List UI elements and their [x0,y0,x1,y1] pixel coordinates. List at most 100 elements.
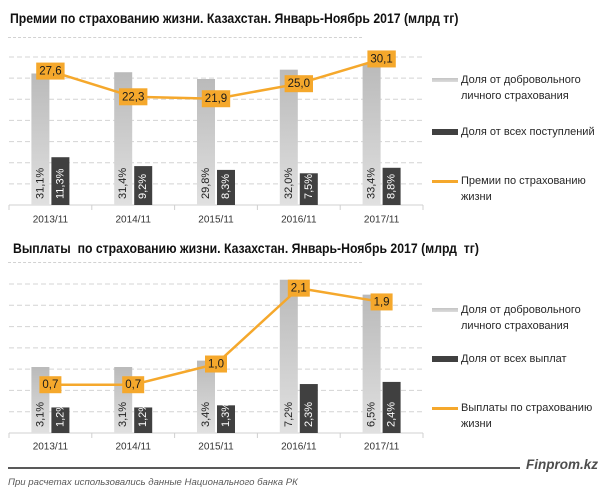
legend-swatch-light-bar [432,78,458,82]
bar-data-label: 8,3% [220,174,232,199]
line-label-text: 2,1 [291,283,307,295]
legend-label: жизни [461,418,492,430]
legend-label: Премии по страхованию [461,175,586,187]
line-label-box [122,376,145,394]
bar-voluntary-share [197,78,215,205]
legend-item-voluntary-share: Доля от добровольного личного страховани… [432,302,606,336]
line-label-text: 1,0 [208,359,224,371]
legend-label: Выплаты по страхованию [461,402,593,414]
legend-label: Доля от всех поступлений [461,126,595,138]
bar-data-label: 7,2% [283,402,295,427]
legend-swatch-dark-bar [432,356,458,362]
line-label-box [119,88,148,106]
x-tick-label: 2013/11 [33,442,69,453]
bar-voluntary-share [114,72,133,205]
bar-data-label: 32,0% [283,168,295,199]
x-tick-label: 2013/11 [33,215,69,226]
line-label-box [287,279,310,297]
bar-data-label: 3,1% [117,402,129,427]
bar-data-label: 3,4% [200,402,212,427]
bar-data-label: 1,3% [220,402,232,427]
title-divider [8,37,362,38]
bar-total-share [134,407,153,433]
line-label-box [284,75,313,93]
legend-item-payouts-line: Выплаты по страхованию жизни [432,400,606,434]
bar-data-label: 8,8% [386,174,398,199]
line-data-label: 22,3 [119,88,148,106]
bar-voluntary-share [197,360,215,433]
bar-data-label: 2,4% [386,402,398,427]
line-data-label: 0,7 [122,376,145,394]
legend-label: Доля от добровольного [461,304,581,316]
line-data-label: 1,9 [370,293,393,311]
line-label-box [201,90,231,108]
x-tick-label: 2015/11 [198,215,234,226]
bar-data-label: 1,2% [54,402,66,427]
chart-title-premiums: Премии по страхованию жизни. Казахстан. … [10,10,459,26]
bar-voluntary-share [279,279,298,433]
line-data-label: 0,7 [39,376,62,394]
legend-item-premiums-line: Премии по страхованию жизни [432,173,606,207]
line-data-label: 25,0 [284,75,313,93]
bar-data-label: 9,2% [137,174,149,199]
bar-data-label: 6,5% [366,402,378,427]
bar-data-label: 3,1% [34,402,46,427]
line-label-text: 0,7 [125,379,141,391]
line-label-text: 21,9 [205,93,227,105]
footer-divider [8,467,520,469]
bar-total-share [51,407,70,433]
line-data-label: 21,9 [201,90,231,108]
legend-swatch-line [432,406,458,410]
line-data-label: 27,6 [36,62,65,80]
x-tick-label: 2014/11 [115,442,151,453]
x-tick-label: 2016/11 [281,442,317,453]
legend-item-all-payouts-share: Доля от всех выплат [432,351,606,385]
bar-total-share [51,157,70,205]
bar-total-share [382,167,401,205]
bar-voluntary-share [362,294,381,433]
line-data-label: 1,0 [205,355,227,373]
bar-data-label: 7,5% [303,174,315,199]
legend-swatch-light-bar [432,308,458,312]
bar-voluntary-share [362,63,381,205]
legend-label: Доля от добровольного [461,74,581,86]
bar-total-share [134,166,153,205]
legend-item-all-receipts-share: Доля от всех поступлений [432,124,606,158]
bar-data-label: 2,3% [303,402,315,427]
line-label-text: 25,0 [288,78,310,90]
line-label-text: 0,7 [42,379,58,391]
bar-total-share [382,381,401,433]
legend-label: личного страхования [461,90,569,102]
bar-data-label: 11,3% [54,168,66,199]
line-label-text: 22,3 [122,91,144,103]
line-label-text: 30,1 [370,53,392,65]
payouts-chart: 3,1% 1,2% 2013/11 3,1% 1,2% 2014/11 3,4% 1,3% 20… [8,279,424,453]
bar-total-share [217,405,235,433]
bar-voluntary-share [279,69,298,205]
line-label-text: 1,9 [374,296,390,308]
bar-total-share [217,169,235,205]
source-note: При расчетах использовались данные Нацио… [8,477,298,488]
bar-voluntary-share [31,73,50,205]
line-data-label: 2,1 [287,279,310,297]
line-label-box [36,62,65,80]
legend-label: жизни [461,191,492,203]
line-label-box [367,50,396,68]
x-tick-label: 2017/11 [364,215,400,226]
x-tick-label: 2016/11 [281,215,317,226]
brand-watermark: Finprom.kz [526,457,599,472]
legend-label: личного страхования [461,320,569,332]
x-tick-label: 2014/11 [115,215,151,226]
x-tick-label: 2015/11 [198,442,234,453]
line-label-text: 27,6 [39,66,61,78]
bar-total-share [299,384,318,433]
bar-total-share [299,173,318,205]
premiums-chart: 31,1% 11,3% 2013/11 31,4% 9,2% 2014/11 29,8% 8,… [8,50,424,226]
legend-swatch-line [432,179,458,183]
legend-item-voluntary-share: Доля от добровольного личного страховани… [432,72,606,106]
line-label-box [370,293,393,311]
chart-title-payouts: Выплаты по страхованию жизни. Казахстан.… [13,240,479,256]
bar-data-label: 33,4% [366,168,378,199]
bar-data-label: 31,1% [34,168,46,199]
bar-data-label: 31,4% [117,168,129,199]
